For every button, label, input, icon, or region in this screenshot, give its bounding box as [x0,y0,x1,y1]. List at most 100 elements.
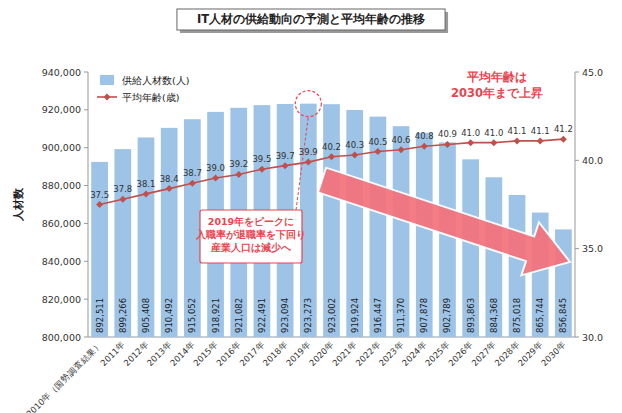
x-tick-label: 2018年 [261,339,290,368]
bar-label: 923,273 [303,298,313,333]
marker [467,139,474,146]
marker [212,175,219,182]
line-label: 41.2 [554,124,573,134]
bar-label: 865,744 [535,298,545,333]
bar-label: 892,511 [95,298,105,333]
line-label: 41.1 [531,126,550,136]
bar-label: 916,447 [373,298,383,333]
y-tick [84,72,88,73]
marker [514,137,521,144]
line-label: 38.1 [137,179,156,189]
line-label: 40.9 [438,129,457,139]
y2-tick-label: 30.0 [582,332,603,343]
bar [462,159,479,337]
line-label: 39.0 [206,163,225,173]
y2-tick-label: 40.0 [582,155,603,166]
line-label: 38.7 [183,168,202,178]
y2-tick [575,248,579,249]
line-label: 37.8 [113,184,132,194]
marker [444,141,451,148]
marker [189,180,196,187]
line-label: 39.2 [229,159,248,169]
line-label: 40.3 [345,140,364,150]
title-group: IT人材の供給動向の予測と平均年齢の推移 [177,9,448,33]
x-tick-label: 2024年 [400,339,429,368]
bar-label: 910,492 [164,298,174,333]
legend-swatch [100,75,114,85]
y-tick [84,147,88,148]
bar-label: 923,002 [327,298,337,333]
chart: IT人材の供給動向の予測と平均年齢の推移800,000820,000840,00… [0,0,622,413]
bar-label: 919,924 [350,298,360,333]
bar-label: 922,491 [257,298,267,333]
x-tick-label: 2029年 [516,339,545,368]
bar-label: 884,368 [489,298,499,333]
annotation-text: 2030年まで上昇 [451,86,543,100]
bar [114,149,131,337]
bar-label: 875,018 [512,298,522,333]
annotation-pointer [296,117,308,210]
y-tick-label: 940,000 [42,67,81,78]
x-tick-label: 2017年 [238,339,267,368]
y2-axis [575,72,576,337]
x-tick-label: 2030年 [539,339,568,368]
bar [416,133,433,337]
y-tick-label: 800,000 [42,332,81,343]
x-tick-label: 2028年 [493,339,522,368]
marker [490,139,497,146]
line-label: 37.5 [90,190,109,200]
line-label: 40.6 [392,135,411,145]
bar-label: 923,094 [280,298,290,333]
x-tick-label: 2025年 [423,339,452,368]
data-labels: 892,511 899,266 905,408 910,492 915,052 918,9… [90,124,573,333]
y2-tick [575,337,579,338]
x-tick-label: 2026年 [446,339,475,368]
spacer [320,94,440,114]
marker [374,148,381,155]
bar-label: 905,408 [141,298,151,333]
y-tick-label: 920,000 [42,104,81,115]
x-tick-label: 2022年 [354,339,383,368]
y-tick [84,299,88,300]
y2-tick [575,72,579,73]
bar [485,177,502,337]
bar [393,126,410,337]
y-tick-label: 900,000 [42,142,81,153]
y2-tick [575,160,579,161]
bar [323,104,340,337]
legend-label: 平均年齢(歳) [122,92,179,103]
peak-circle [295,91,321,117]
legend-marker [104,94,111,101]
marker [328,153,335,160]
x-tick-label: 2020年 [307,339,336,368]
y-tick [84,185,88,186]
marker [537,137,544,144]
marker [560,136,567,143]
y-tick-label: 880,000 [42,180,81,191]
marker [166,185,173,192]
bar-label: 915,052 [187,298,197,333]
x-tick-label: 2019年 [284,339,313,368]
line-label: 40.2 [322,142,341,152]
x-tick-label: 2021年 [330,339,359,368]
annotation-text: 産業人口は減少へ [210,242,292,253]
x-tick-label: 2027年 [470,339,499,368]
line-label: 40.8 [415,131,434,141]
line-label: 38.4 [160,174,179,184]
bar-label: 918,921 [211,298,221,333]
bar [439,142,456,337]
bar-label: 856,845 [558,298,568,333]
bar [161,128,178,337]
y-tick [84,261,88,262]
y-tick-label: 820,000 [42,294,81,305]
marker [305,159,312,166]
annotation-text: 入職率が退職率を下回り [195,229,306,240]
line-label: 39.9 [299,147,318,157]
marker [351,152,358,159]
bar-label: 899,266 [118,298,128,333]
bar-label: 902,789 [442,298,452,333]
y2-tick-label: 45.0 [582,67,603,78]
bar [138,137,155,337]
y-tick [84,223,88,224]
line-label: 41.0 [484,128,503,138]
